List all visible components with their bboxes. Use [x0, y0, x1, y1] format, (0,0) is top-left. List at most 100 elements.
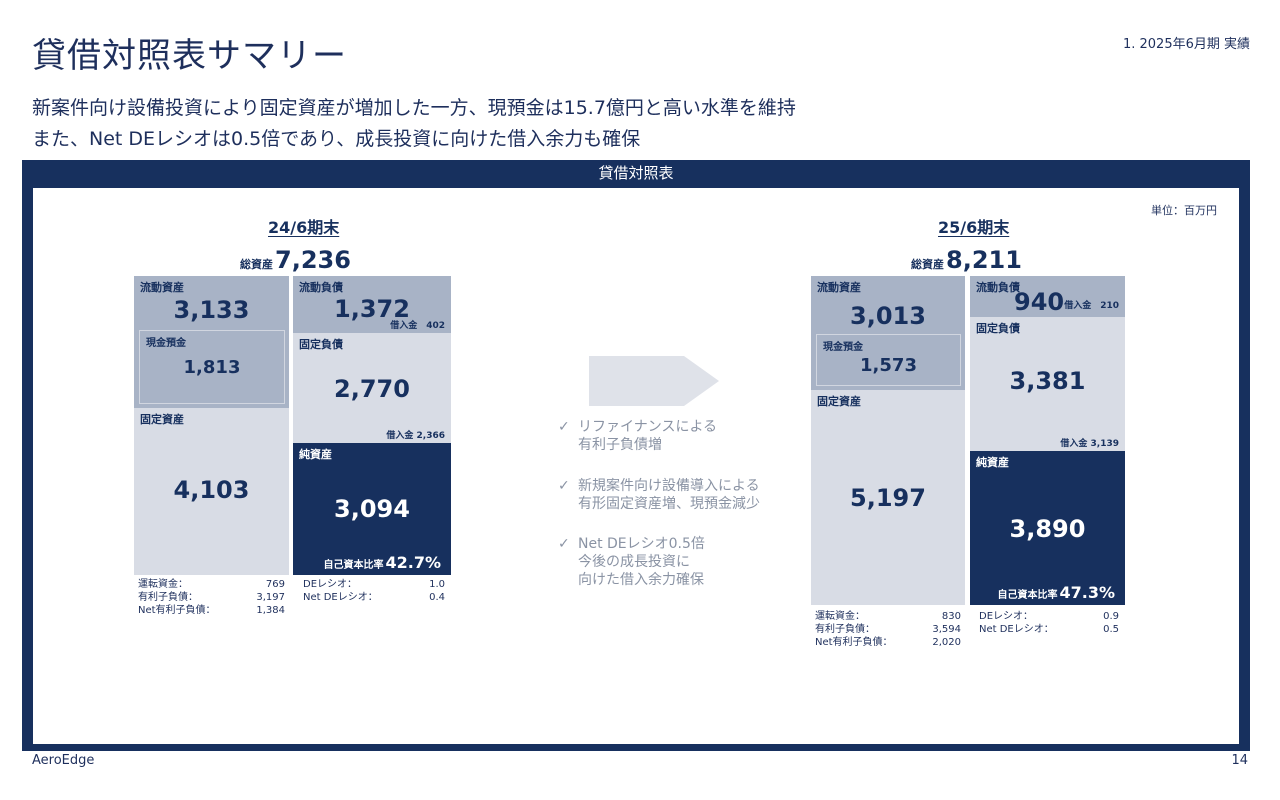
- current-liabilities-label: 流動負債: [976, 281, 1020, 294]
- cash-block-2025: 現金預金 1,573: [816, 334, 961, 386]
- fixed-liabilities-label: 固定負債: [299, 338, 343, 351]
- total-assets-label: 総資産: [240, 258, 273, 271]
- balance-sheet-panel: 単位：百万円 24/6期末 総資産7,236 流動資産 3,133 現金預金 1…: [33, 188, 1239, 744]
- current-liabilities-value: 1,372: [334, 295, 410, 323]
- arrow-right-icon: [589, 356, 719, 406]
- current-borrowings-note: 借入金 402: [390, 321, 445, 331]
- fixed-liabilities-value: 3,381: [1009, 367, 1086, 395]
- net-interest-bearing-debt-label: Net有利子負債：: [138, 605, 216, 616]
- cash-value: 1,813: [183, 357, 241, 378]
- current-liabilities-label: 流動負債: [299, 281, 343, 294]
- de-ratio-label: DEレシオ：: [979, 611, 1034, 622]
- working-capital-label: 運転資金：: [138, 579, 188, 590]
- net-de-ratio-value: 0.4: [429, 592, 445, 603]
- balance-sheet-panel-title: 貸借対照表: [598, 164, 674, 182]
- fixed-liabilities-value: 2,770: [334, 375, 410, 403]
- net-de-ratio-value: 0.5: [1103, 624, 1119, 635]
- de-ratio-value: 0.9: [1103, 611, 1119, 622]
- subtitle-line-1: 新案件向け設備投資により固定資産が増加した一方、現預金は15.7億円と高い水準を…: [32, 97, 796, 119]
- fixed-assets-label: 固定資産: [817, 395, 861, 408]
- de-ratio-label: DEレシオ：: [303, 579, 358, 590]
- current-assets-label: 流動資産: [817, 281, 861, 294]
- working-capital-value: 830: [941, 611, 961, 622]
- fixed-liabilities-block-2024: 固定負債 2,770 借入金 2,366: [293, 333, 451, 443]
- net-assets-value: 3,890: [1009, 515, 1086, 543]
- check-icon: ✓: [558, 419, 570, 435]
- working-capital-value: 769: [265, 579, 285, 590]
- net-interest-bearing-debt-value: 2,020: [932, 637, 961, 648]
- bullet-item-1: ✓ リファイナンスによる 有利子負債増: [558, 418, 717, 454]
- equity-ratio-label: 自己資本比率: [323, 560, 384, 571]
- page-number: 14: [1231, 753, 1248, 768]
- check-icon: ✓: [558, 536, 570, 552]
- interest-bearing-debt-label: 有利子負債：: [138, 592, 198, 603]
- net-assets-block-2025: 純資産 3,890 自己資本比率 47.3%: [970, 451, 1125, 605]
- total-assets-value: 8,211: [946, 246, 1022, 274]
- bullet-3-line-2: 今後の成長投資に: [578, 554, 690, 570]
- period-label-2024: 24/6期末: [268, 218, 340, 237]
- net-interest-bearing-debt-label: Net有利子負債：: [815, 637, 893, 648]
- net-assets-value: 3,094: [334, 495, 410, 523]
- asset-stats-2025: 運転資金： 830 有利子負債： 3,594 Net有利子負債： 2,020: [815, 610, 961, 649]
- fixed-assets-block-2024: 固定資産 4,103: [134, 408, 289, 575]
- bullet-1-line-2: 有利子負債増: [578, 437, 662, 453]
- current-borrowings-note: 借入金 210: [1064, 301, 1119, 311]
- total-assets-label: 総資産: [911, 258, 944, 271]
- equity-ratio-value: 42.7%: [385, 553, 441, 572]
- equity-ratio-label: 自己資本比率: [997, 590, 1058, 601]
- fixed-assets-label: 固定資産: [140, 413, 184, 426]
- equity-ratio-2025: 自己資本比率 47.3%: [997, 583, 1115, 602]
- fixed-borrowings-note: 借入金 2,366: [386, 431, 445, 441]
- bullet-item-2: ✓ 新規案件向け設備導入による 有形固定資産増、現預金減少: [558, 477, 760, 513]
- bullet-3-line-3: 向けた借入余力確保: [578, 572, 704, 588]
- interest-bearing-debt-value: 3,594: [932, 624, 961, 635]
- bullet-2-line-1: 新規案件向け設備導入による: [578, 478, 760, 494]
- net-assets-block-2024: 純資産 3,094 自己資本比率 42.7%: [293, 443, 451, 575]
- equity-ratio-value: 47.3%: [1059, 583, 1115, 602]
- check-icon: ✓: [558, 478, 570, 494]
- ratio-stats-2024: DEレシオ： 1.0 Net DEレシオ： 0.4: [303, 578, 445, 604]
- bullet-1-line-1: リファイナンスによる: [578, 419, 718, 435]
- fixed-assets-block-2025: 固定資産 5,197: [811, 390, 965, 605]
- fixed-liabilities-block-2025: 固定負債 3,381 借入金 3,139: [970, 317, 1125, 451]
- period-label-2025: 25/6期末: [938, 218, 1010, 237]
- current-liabilities-block-2024: 流動負債 1,372 借入金 402: [293, 276, 451, 333]
- fixed-assets-value: 4,103: [173, 476, 250, 504]
- fixed-liabilities-label: 固定負債: [976, 322, 1020, 335]
- current-assets-label: 流動資産: [140, 281, 184, 294]
- current-assets-value: 3,133: [173, 296, 250, 324]
- asset-stats-2024: 運転資金： 769 有利子負債： 3,197 Net有利子負債： 1,384: [138, 578, 285, 617]
- de-ratio-value: 1.0: [429, 579, 445, 590]
- page-title: 貸借対照表サマリー: [32, 36, 347, 76]
- equity-ratio-2024: 自己資本比率 42.7%: [323, 553, 441, 572]
- subtitle-line-2: また、Net DEレシオは0.5倍であり、成長投資に向けた借入余力も確保: [32, 128, 641, 150]
- total-assets-2025: 総資産8,211: [911, 246, 1022, 274]
- net-assets-label: 純資産: [976, 456, 1009, 469]
- fixed-assets-value: 5,197: [850, 484, 926, 512]
- cash-label: 現金預金: [823, 342, 863, 353]
- current-liabilities-block-2025: 流動負債 940 借入金 210: [970, 276, 1125, 317]
- section-label: 1. 2025年6月期 実績: [1122, 37, 1250, 52]
- cash-label: 現金預金: [146, 338, 186, 349]
- footer-brand: AeroEdge: [32, 753, 95, 768]
- ratio-stats-2025: DEレシオ： 0.9 Net DEレシオ： 0.5: [979, 610, 1119, 636]
- net-de-ratio-label: Net DEレシオ：: [979, 624, 1054, 635]
- net-de-ratio-label: Net DEレシオ：: [303, 592, 378, 603]
- current-assets-block-2024: 流動資産 3,133 現金預金 1,813: [134, 276, 289, 408]
- bullet-3-line-1: Net DEレシオ0.5倍: [578, 536, 705, 552]
- total-assets-2024: 総資産7,236: [240, 246, 351, 274]
- bullet-item-3: ✓ Net DEレシオ0.5倍 今後の成長投資に 向けた借入余力確保: [558, 535, 705, 589]
- bullet-2-line-2: 有形固定資産増、現預金減少: [578, 496, 760, 512]
- current-assets-value: 3,013: [850, 302, 926, 330]
- current-assets-block-2025: 流動資産 3,013 現金預金 1,573: [811, 276, 965, 390]
- cash-value: 1,573: [860, 355, 917, 376]
- unit-label: 単位：百万円: [1151, 204, 1217, 217]
- cash-block-2024: 現金預金 1,813: [139, 330, 285, 404]
- current-liabilities-value: 940: [1014, 288, 1065, 316]
- working-capital-label: 運転資金：: [815, 611, 865, 622]
- net-assets-label: 純資産: [299, 448, 332, 461]
- interest-bearing-debt-value: 3,197: [256, 592, 285, 603]
- fixed-borrowings-note: 借入金 3,139: [1060, 439, 1119, 449]
- interest-bearing-debt-label: 有利子負債：: [815, 624, 875, 635]
- net-interest-bearing-debt-value: 1,384: [256, 605, 285, 616]
